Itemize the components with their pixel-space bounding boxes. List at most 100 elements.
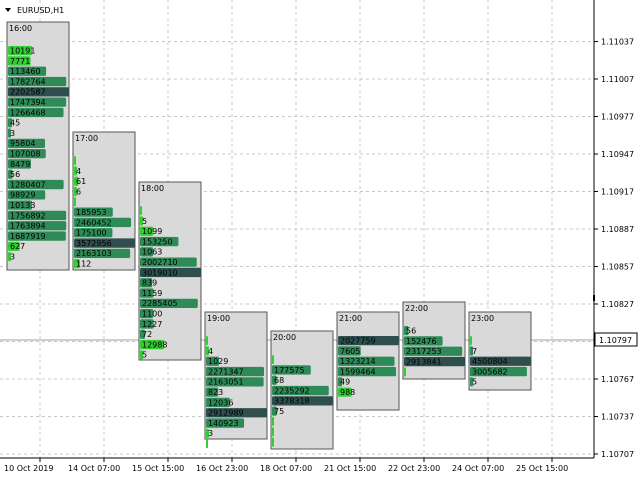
time-tick-label: 18 Oct 07:00 [260, 464, 312, 473]
volume-bar [140, 288, 154, 298]
volume-bar [272, 385, 329, 396]
volume-value-label: 68 [274, 376, 284, 385]
volume-bar [140, 236, 179, 247]
volume-bar [8, 46, 32, 56]
volume-bar [74, 186, 77, 197]
volume-value-label: 4500804 [472, 357, 508, 366]
price-tick-label: 1.10707 [601, 450, 634, 459]
volume-bar [140, 298, 198, 308]
price-tick-label: 1.10917 [601, 188, 634, 197]
volume-bar [74, 248, 131, 258]
volume-value-label: 72 [142, 330, 152, 339]
volume-bar [338, 387, 352, 397]
volume-value-label: 75 [274, 407, 284, 416]
volume-bar [206, 356, 220, 366]
volume-bar [272, 396, 333, 406]
volume-value-label: 113460 [10, 67, 41, 76]
volume-bar [8, 97, 67, 107]
volume-bar [404, 356, 465, 367]
time-tick-label: 22 Oct 23:00 [388, 464, 440, 473]
volume-bar [206, 346, 209, 356]
volume-bar [272, 406, 277, 416]
symbol-title-text: EURUSD,H1 [17, 6, 64, 15]
volume-bar [74, 259, 80, 269]
volume-bar [8, 241, 20, 251]
profile-box-frame [468, 311, 532, 391]
volume-bar [8, 200, 32, 210]
price-tick-label: 1.10827 [601, 300, 634, 309]
volume-value-label: 2912989 [208, 409, 244, 418]
volume-bar [8, 118, 13, 128]
volume-value-label: 12036 [208, 398, 233, 407]
volume-value-label: 823 [208, 388, 223, 397]
volume-bar [8, 221, 67, 231]
volume-value-label: 140923 [208, 419, 239, 428]
volume-value-label: 56 [406, 327, 416, 336]
volume-bar [338, 356, 395, 366]
volume-bar [272, 365, 311, 375]
volume-bar [140, 309, 154, 319]
volume-value-label: 1280407 [10, 180, 46, 189]
volume-value-label: 5 [142, 351, 147, 360]
dropdown-triangle-icon[interactable] [5, 8, 11, 12]
volume-value-label: 2317253 [406, 347, 442, 356]
volume-bar [140, 216, 143, 226]
volume-bar [338, 346, 361, 356]
current-price-text: 1.10797 [599, 336, 632, 345]
volume-value-label: 627 [10, 242, 25, 251]
volume-bar [140, 339, 165, 350]
volume-bar [470, 336, 472, 346]
volume-value-label: 2460452 [76, 218, 112, 227]
volume-bar [272, 427, 274, 437]
volume-value-label: 5 [472, 378, 477, 387]
volume-value-label: 95804 [10, 139, 35, 148]
volume-bar [74, 228, 113, 238]
volume-value-label: 3572956 [76, 239, 112, 248]
profile-time-label: 22:00 [405, 304, 428, 313]
volume-value-label: 12988 [142, 340, 167, 349]
volume-bar [74, 217, 132, 228]
volume-value-label: 1227 [142, 320, 162, 329]
volume-value-label: 1687919 [10, 232, 46, 241]
volume-bar [338, 366, 397, 377]
price-tick-label: 1.10977 [601, 113, 634, 122]
profile-time-label: 17:00 [75, 134, 98, 143]
time-axis: 10 Oct 2019 14 Oct 07:00 15 Oct 15:00 16 Oc… [4, 458, 568, 473]
profile-time-label: 23:00 [471, 314, 494, 323]
volume-bar [470, 356, 531, 366]
volume-bar [404, 336, 443, 346]
profile-time-label: 19:00 [207, 314, 230, 323]
profile-time-label: 20:00 [273, 333, 296, 342]
volume-value-label: 1063 [142, 248, 162, 257]
volume-value-label: 1782764 [10, 77, 46, 86]
current-price-label: 1.10797 [594, 332, 638, 347]
volume-value-label: 6 [76, 187, 81, 196]
volume-value-label: 3005682 [472, 367, 508, 376]
volume-value-label: 61 [76, 177, 86, 186]
volume-value-label: 98929 [10, 191, 35, 200]
volume-value-label: 7605 [340, 347, 360, 356]
volume-bar [74, 197, 76, 207]
volume-bar [140, 319, 154, 329]
volume-bar [8, 56, 31, 66]
volume-bar [74, 176, 79, 186]
volume-value-label: 2002710 [142, 258, 178, 267]
symbol-title[interactable]: EURUSD,H1 [5, 6, 64, 15]
volume-bar [8, 231, 66, 241]
profile-time-label: 21:00 [339, 314, 362, 323]
volume-value-label: 4 [76, 167, 81, 176]
volume-bar [8, 107, 64, 118]
volume-profile-box[interactable]: 18:0051099153250106320027103019010839115… [138, 181, 202, 361]
volume-value-label: 107008 [10, 150, 41, 159]
volume-value-label: 3378318 [274, 397, 310, 406]
volume-bar [470, 346, 473, 356]
